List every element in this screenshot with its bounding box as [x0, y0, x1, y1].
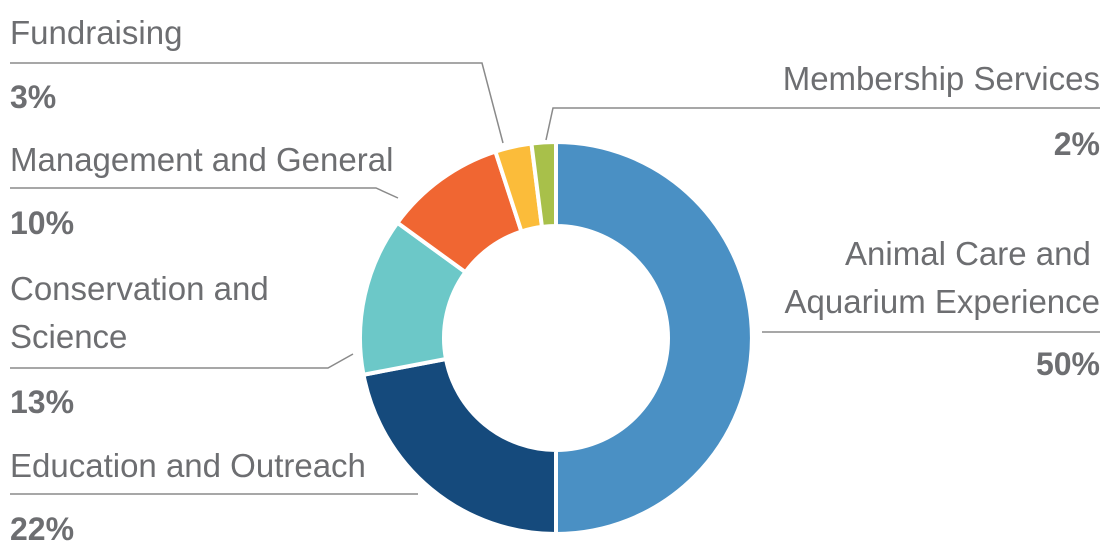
slice-value-education: 22% — [10, 511, 74, 547]
donut-slices — [358, 140, 754, 536]
slice-label-animal-care: Animal Care and Aquarium Experience — [785, 235, 1101, 320]
slice-value-animal-care: 50% — [1036, 346, 1100, 382]
slice-value-membership: 2% — [1054, 126, 1100, 162]
donut-slice-membership-services — [529, 140, 558, 229]
slice-label-animal-care-line1: Animal Care and — [845, 235, 1091, 272]
slice-label-animal-care-line2: Aquarium Experience — [785, 283, 1101, 320]
slice-label-membership: Membership Services — [783, 60, 1100, 97]
slice-label-conservation-line2: Science — [10, 318, 127, 355]
slice-label-education: Education and Outreach — [10, 447, 366, 484]
slice-label-fundraising: Fundraising — [10, 14, 182, 51]
slice-label-conservation: Conservation and Science — [10, 270, 278, 355]
slice-value-management: 10% — [10, 205, 74, 241]
donut-slice-animal-care-and-aquarium-experience — [554, 140, 754, 536]
slice-value-fundraising: 3% — [10, 79, 56, 115]
leader-line-conservation — [10, 353, 354, 369]
leader-line-management — [10, 187, 399, 199]
leader-line-membership — [545, 107, 1100, 141]
slice-label-conservation-line1: Conservation and — [10, 270, 269, 307]
leader-line-fundraising — [10, 62, 504, 144]
slice-label-management: Management and General — [10, 141, 393, 178]
slice-value-conservation: 13% — [10, 384, 74, 420]
donut-slice-education-and-outreach — [361, 356, 558, 536]
